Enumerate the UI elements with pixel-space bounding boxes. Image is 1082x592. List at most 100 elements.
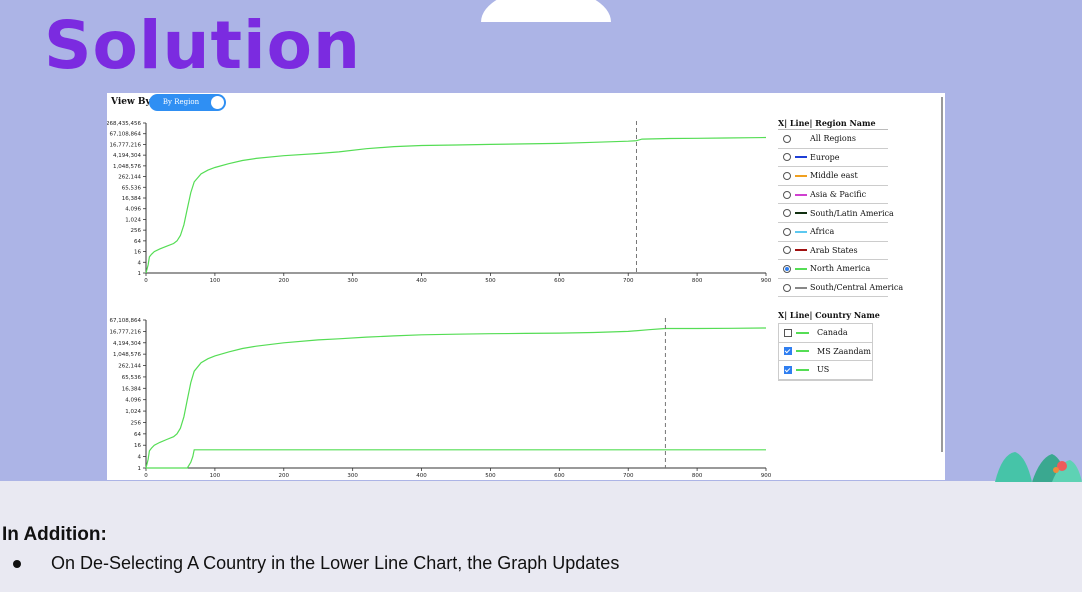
x-tick-label: 700 (623, 473, 634, 479)
x-tick-label: 600 (554, 278, 565, 284)
region-legend-label: Middle east (810, 171, 858, 181)
x-tick-label: 900 (761, 278, 772, 284)
checkbox[interactable] (784, 328, 792, 337)
y-tick-label: 16,777,216 (110, 329, 142, 335)
region-legend-label: Europe (810, 152, 840, 162)
x-tick-label: 0 (144, 278, 148, 284)
country-legend-list: Canada MS Zaandam US (778, 323, 873, 381)
legend-swatch-icon (795, 212, 807, 215)
country-legend-item[interactable]: MS Zaandam (779, 343, 872, 362)
x-tick-label: 500 (485, 278, 496, 284)
region-legend-label: South/Latin America (810, 208, 894, 218)
y-tick-label: 1,048,576 (113, 164, 141, 170)
legend-swatch-icon (795, 249, 807, 252)
y-tick-label: 65,536 (122, 185, 142, 191)
country-legend-item[interactable]: US (779, 361, 872, 380)
x-tick-label: 200 (279, 473, 290, 479)
radio-button[interactable] (783, 246, 791, 255)
y-tick-label: 4,096 (125, 207, 141, 213)
legend-swatch-icon (796, 331, 809, 334)
bullet-dot-icon (13, 560, 21, 568)
x-tick-label: 400 (416, 278, 427, 284)
region-legend-title: X| Line| Region Name (778, 118, 876, 128)
series-line (146, 449, 766, 469)
x-tick-label: 900 (761, 473, 772, 479)
region-legend-item[interactable]: Middle east (778, 167, 888, 186)
region-legend-item[interactable]: Arab States (778, 242, 888, 261)
y-tick-label: 262,144 (118, 175, 141, 181)
region-legend-item[interactable]: South/Latin America (778, 204, 894, 223)
legend-swatch-icon (795, 267, 807, 270)
plant-decoration-icon (995, 452, 1082, 482)
country-legend-title: X| Line| Country Name (778, 310, 880, 320)
radio-button[interactable] (783, 153, 791, 162)
country-legend: X| Line| Country Name Canada MS Zaandam US (778, 309, 888, 381)
region-legend-item[interactable]: Europe (778, 149, 888, 168)
y-tick-label: 4,194,304 (113, 341, 141, 347)
x-tick-label: 500 (485, 473, 496, 479)
region-legend: X| Line| Region Name All Regions Europe Mi… (778, 117, 916, 298)
y-tick-label: 1 (138, 271, 142, 277)
y-tick-label: 256 (131, 228, 142, 234)
region-legend-label: South/Central America (810, 283, 904, 293)
y-tick-label: 64 (134, 239, 141, 245)
region-legend-item[interactable]: North America (778, 260, 888, 279)
region-legend-item[interactable]: Africa (778, 223, 888, 242)
legend-swatch-icon (795, 156, 807, 159)
legend-swatch-icon (796, 350, 809, 353)
radio-button[interactable] (783, 264, 791, 273)
radio-button[interactable] (783, 190, 791, 199)
region-legend-item[interactable]: Asia & Pacific (778, 186, 888, 205)
radio-button[interactable] (783, 283, 791, 292)
lamp-decoration-icon (481, 0, 611, 22)
region-legend-list: All Regions Europe Middle east Asia & Pacif… (778, 129, 903, 298)
y-tick-label: 4 (138, 455, 142, 461)
x-tick-label: 300 (347, 278, 358, 284)
region-legend-label: North America (810, 264, 871, 274)
series-line (145, 327, 767, 469)
y-tick-label: 4 (138, 260, 142, 266)
checkbox[interactable] (784, 347, 792, 356)
y-tick-label: 64 (134, 432, 141, 438)
region-legend-item[interactable]: South/Central America (778, 279, 903, 298)
view-by-label: View By: (111, 97, 155, 107)
country-line-chart: 1 4 16 64 256 1,024 4,096 16,384 65,536 262,144 1,… (110, 318, 772, 479)
region-legend-label: Arab States (810, 245, 858, 255)
addition-bullet-text: On De-Selecting A Country in the Lower L… (51, 553, 620, 573)
y-tick-label: 16,384 (122, 386, 142, 392)
x-tick-label: 100 (210, 278, 221, 284)
toggle-label: By Region (162, 98, 200, 106)
country-legend-item[interactable]: Canada (779, 324, 872, 343)
y-tick-label: 67,108,864 (110, 132, 142, 138)
radio-button[interactable] (783, 227, 791, 236)
y-tick-label: 67,108,864 (110, 318, 142, 324)
y-tick-label: 4,096 (125, 398, 141, 404)
y-tick-label: 262,144 (118, 364, 141, 370)
checkbox[interactable] (784, 365, 792, 374)
y-tick-label: 16 (134, 250, 141, 256)
x-tick-label: 700 (623, 278, 634, 284)
scrollbar[interactable] (941, 97, 943, 452)
y-tick-label: 1,024 (125, 217, 141, 223)
legend-swatch-icon (795, 174, 807, 177)
slide-title: Solution (44, 7, 361, 84)
region-line-chart: 1 4 16 64 256 1,024 4,096 16,384 65,536 262,144 1,… (107, 121, 772, 284)
series-line (145, 136, 767, 274)
y-tick-label: 1,024 (125, 409, 141, 415)
radio-button[interactable] (783, 209, 791, 218)
view-toggle[interactable]: By Region (149, 94, 226, 111)
x-tick-label: 100 (210, 473, 221, 479)
addition-title: In Addition: (2, 524, 107, 545)
y-tick-label: 4,194,304 (113, 153, 141, 159)
legend-swatch-icon (795, 230, 807, 233)
x-tick-label: 800 (692, 473, 703, 479)
radio-button[interactable] (783, 171, 791, 180)
y-tick-label: 1,048,576 (113, 352, 141, 358)
region-legend-item[interactable]: All Regions (778, 130, 888, 149)
region-legend-label: Africa (810, 227, 835, 237)
radio-button[interactable] (783, 134, 791, 143)
region-legend-label: All Regions (810, 134, 856, 144)
legend-swatch-icon (795, 138, 807, 140)
x-tick-label: 600 (554, 473, 565, 479)
toggle-knob[interactable] (211, 96, 224, 109)
